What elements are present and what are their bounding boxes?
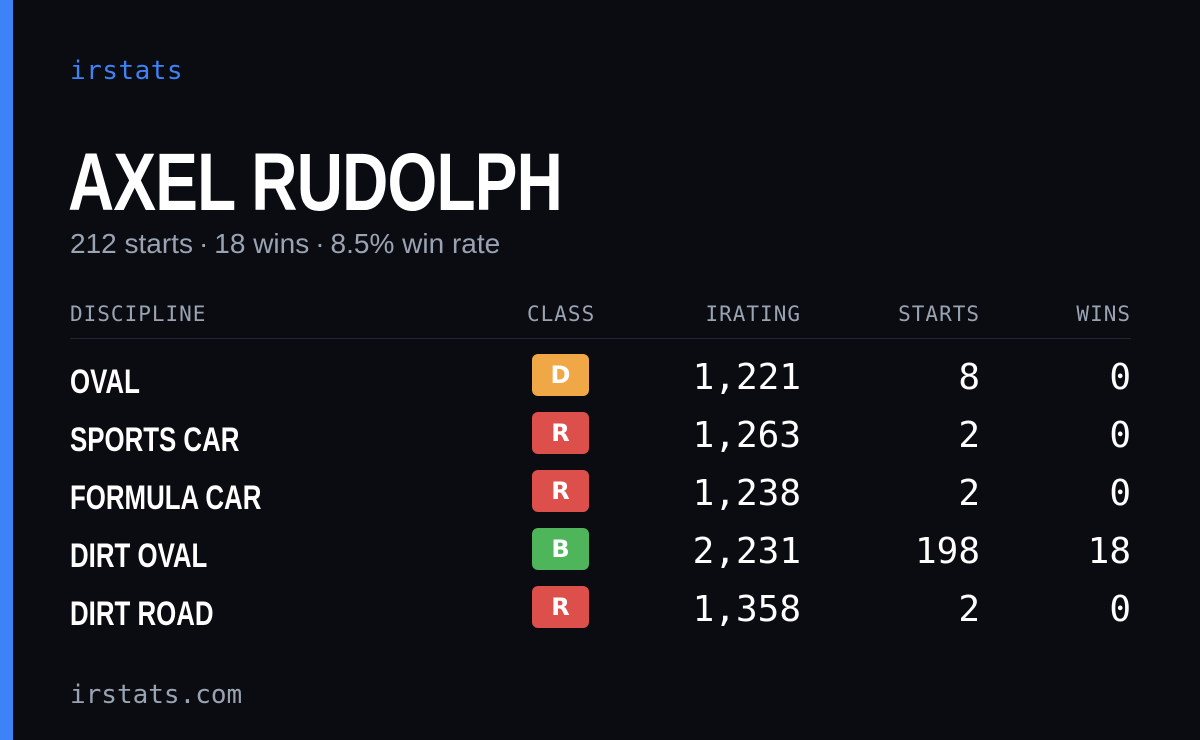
irating-value: 2,231 (692, 531, 801, 572)
class-badge: R (532, 470, 589, 512)
wins-value: 0 (1109, 415, 1131, 456)
accent-bar (0, 0, 13, 740)
header-starts: STARTS (898, 302, 980, 326)
discipline-name: DIRT OVAL (70, 537, 208, 575)
table-row: OVAL D 1,221 8 0 (70, 348, 1131, 406)
table-row: SPORTS CAR R 1,263 2 0 (70, 406, 1131, 464)
table-header: DISCIPLINE CLASS IRATING STARTS WINS (70, 300, 1131, 339)
brand-logo-text: irstats (70, 56, 184, 86)
irating-value: 1,221 (692, 357, 801, 398)
separator: · (315, 228, 325, 259)
header-discipline: DISCIPLINE (70, 302, 207, 326)
header-wins: WINS (1076, 302, 1131, 326)
irating-value: 1,238 (692, 473, 801, 514)
driver-name: AXEL RUDOLPH (68, 137, 563, 228)
starts-value: 2 (958, 589, 980, 630)
irating-value: 1,358 (692, 589, 801, 630)
starts-value: 8 (958, 357, 980, 398)
discipline-name: OVAL (70, 363, 140, 401)
class-badge: R (532, 412, 589, 454)
wins-summary: 18 wins (214, 228, 310, 259)
irating-value: 1,263 (692, 415, 801, 456)
header-class: CLASS (527, 302, 596, 326)
class-badge: R (532, 586, 589, 628)
starts-value: 198 (914, 531, 980, 572)
discipline-name: FORMULA CAR (70, 479, 262, 517)
table-row: FORMULA CAR R 1,238 2 0 (70, 464, 1131, 522)
starts-value: 2 (958, 415, 980, 456)
footer-url: irstats.com (70, 680, 243, 710)
discipline-name: DIRT ROAD (70, 595, 214, 633)
table-row: DIRT OVAL B 2,231 198 18 (70, 522, 1131, 580)
class-badge: B (532, 528, 589, 570)
header-irating: IRATING (705, 302, 801, 326)
wins-value: 0 (1109, 357, 1131, 398)
win-rate-summary: 8.5% win rate (330, 228, 501, 259)
wins-value: 0 (1109, 473, 1131, 514)
separator: · (198, 228, 209, 259)
starts-summary: 212 starts (70, 228, 193, 259)
discipline-table: OVAL D 1,221 8 0 SPORTS CAR R 1,263 2 0 … (70, 348, 1131, 638)
wins-value: 18 (1087, 531, 1131, 572)
class-badge: D (532, 354, 589, 396)
discipline-name: SPORTS CAR (70, 421, 240, 459)
driver-summary: 212 starts · 18 wins · 8.5% win rate (70, 228, 500, 260)
starts-value: 2 (958, 473, 980, 514)
wins-value: 0 (1109, 589, 1131, 630)
table-row: DIRT ROAD R 1,358 2 0 (70, 580, 1131, 638)
